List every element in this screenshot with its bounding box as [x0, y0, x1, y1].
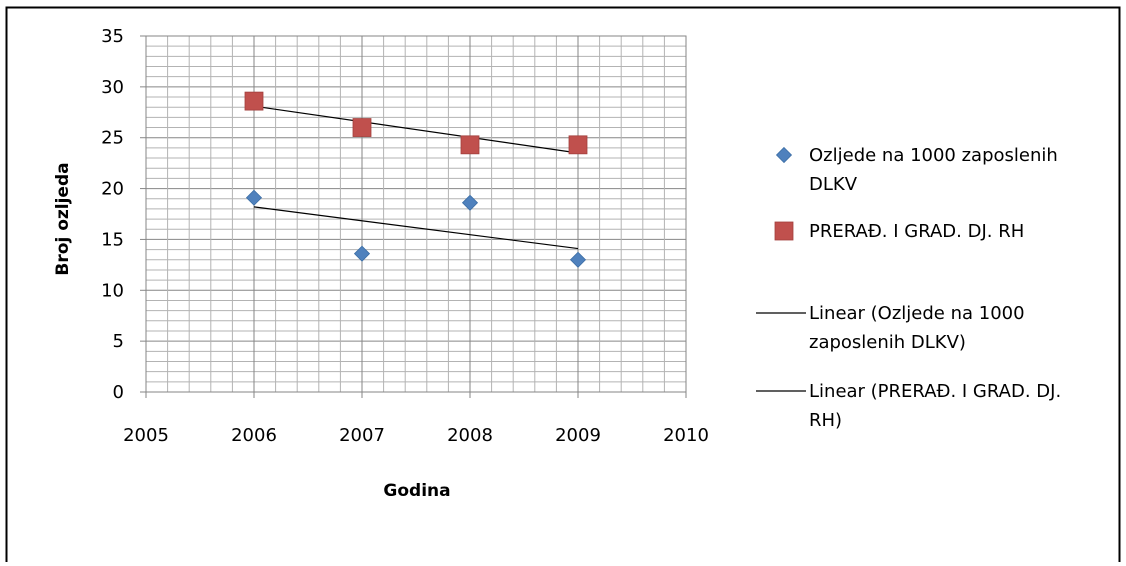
plot-area-border — [145, 35, 687, 393]
x-tick-label: 2008 — [447, 425, 493, 446]
y-axis-title: Broj ozljeda — [53, 162, 73, 275]
y-tick-label: 15 — [101, 229, 124, 250]
legend-label: DLKV — [809, 174, 858, 195]
legend-diamond-icon — [775, 146, 793, 164]
y-tick-label: 5 — [113, 331, 124, 352]
x-tick-label: 2010 — [663, 425, 709, 446]
legend: Ozljede na 1000 zaposlenih DLKV PRERAĐ. I … — [756, 145, 1061, 431]
data-point — [568, 135, 588, 155]
y-tick-label: 30 — [101, 77, 124, 98]
data-point — [461, 194, 479, 211]
grid — [145, 35, 687, 393]
data-point — [569, 251, 587, 268]
x-tick-label: 2006 — [231, 425, 277, 446]
y-tick-label: 10 — [101, 280, 124, 301]
legend-label: RH) — [809, 410, 842, 431]
x-axis-title: Godina — [383, 481, 450, 501]
data-markers — [244, 91, 588, 268]
trendline — [253, 206, 579, 250]
legend-label: Linear (PRERAĐ. I GRAD. DJ. — [809, 381, 1061, 402]
y-axis-ticks: 0 5 10 15 20 25 30 35 — [101, 26, 146, 403]
y-tick-label: 25 — [101, 128, 124, 149]
trendline — [253, 105, 579, 154]
legend-square-icon — [774, 221, 794, 241]
x-tick-label: 2005 — [123, 425, 169, 446]
y-tick-label: 35 — [101, 26, 124, 47]
data-point — [352, 118, 372, 137]
trendlines — [253, 105, 579, 250]
data-point — [353, 245, 371, 262]
y-tick-label: 20 — [101, 179, 124, 200]
legend-label: zaposlenih DLKV) — [809, 332, 966, 353]
x-axis-ticks: 2005 2006 2007 2008 2009 2010 — [123, 392, 709, 446]
legend-label: Ozljede na 1000 zaposlenih — [809, 145, 1058, 166]
data-point — [244, 91, 264, 111]
data-point — [460, 135, 480, 155]
y-tick-label: 0 — [113, 382, 124, 403]
data-point — [245, 189, 263, 206]
x-tick-label: 2007 — [339, 425, 385, 446]
chart-border — [5, 6, 1121, 566]
legend-label: Linear (Ozljede na 1000 — [809, 303, 1025, 324]
x-tick-label: 2009 — [555, 425, 601, 446]
legend-label: PRERAĐ. I GRAD. DJ. RH — [809, 221, 1024, 242]
